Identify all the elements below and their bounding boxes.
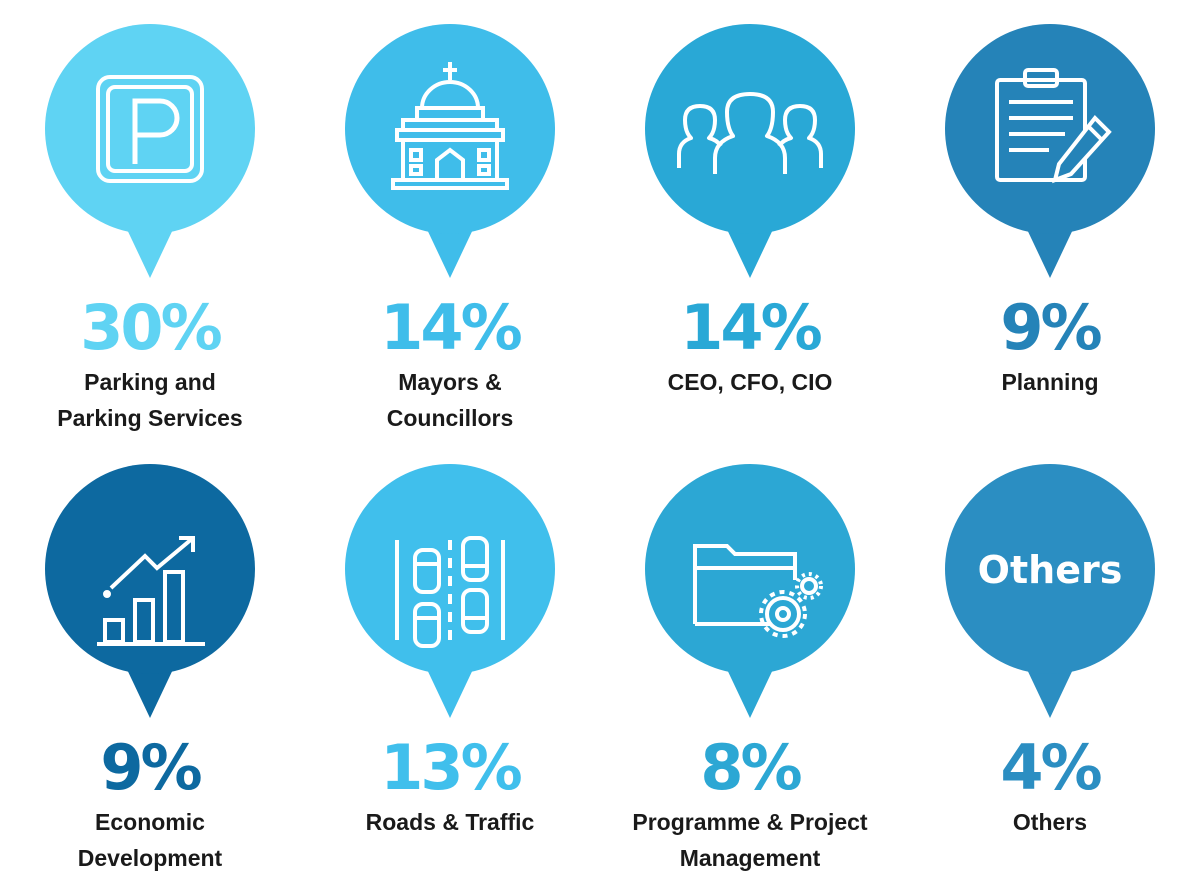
stat-card-parking: 30% Parking and Parking Services (0, 0, 300, 444)
category-label: Economic Development (77, 809, 223, 871)
category-label: Programme & Project Management (632, 809, 868, 871)
percent-value: 30% (80, 291, 222, 364)
pin-marker (645, 464, 855, 724)
executives-group-icon (677, 92, 823, 174)
percent-value: 4% (1000, 731, 1102, 804)
category-label: Parking and Parking Services (57, 369, 243, 431)
stat-card-economic: 9% Economic Development (0, 440, 300, 884)
percent-value: 9% (100, 731, 202, 804)
pin-marker (645, 24, 855, 284)
stat-card-executives: 14% CEO, CFO, CIO (600, 0, 900, 444)
percent-value: 14% (380, 291, 522, 364)
folder-gear-icon (693, 544, 823, 638)
pin-marker (45, 24, 255, 284)
stat-card-mayors: 14% Mayors & Councillors (300, 0, 600, 444)
others-text-icon: Others (978, 548, 1123, 592)
category-label: Others (1012, 809, 1088, 835)
growth-chart-icon (97, 536, 205, 646)
pin-marker (345, 24, 555, 284)
clipboard-pencil-icon (995, 68, 1112, 184)
category-label: Mayors & Councillors (386, 369, 514, 431)
percent-value: 14% (680, 291, 822, 364)
stat-card-roads: 13% Roads & Traffic (300, 440, 600, 884)
stat-card-planning: 9% Planning (900, 0, 1200, 444)
category-label: Roads & Traffic (365, 809, 535, 835)
category-label: Planning (1001, 369, 1099, 395)
pin-marker (45, 464, 255, 724)
government-building-icon (391, 62, 509, 190)
road-traffic-icon (395, 536, 505, 648)
pin-marker (345, 464, 555, 724)
percent-value: 9% (1000, 291, 1102, 364)
percent-value: 13% (380, 731, 522, 804)
pin-marker: Others (945, 464, 1155, 724)
parking-sign-icon (96, 75, 204, 183)
stat-card-others: Others 4% Others (900, 440, 1200, 884)
stat-card-programme: 8% Programme & Project Management (600, 440, 900, 884)
category-label: CEO, CFO, CIO (667, 369, 833, 395)
percent-value: 8% (700, 731, 802, 804)
pin-marker (945, 24, 1155, 284)
